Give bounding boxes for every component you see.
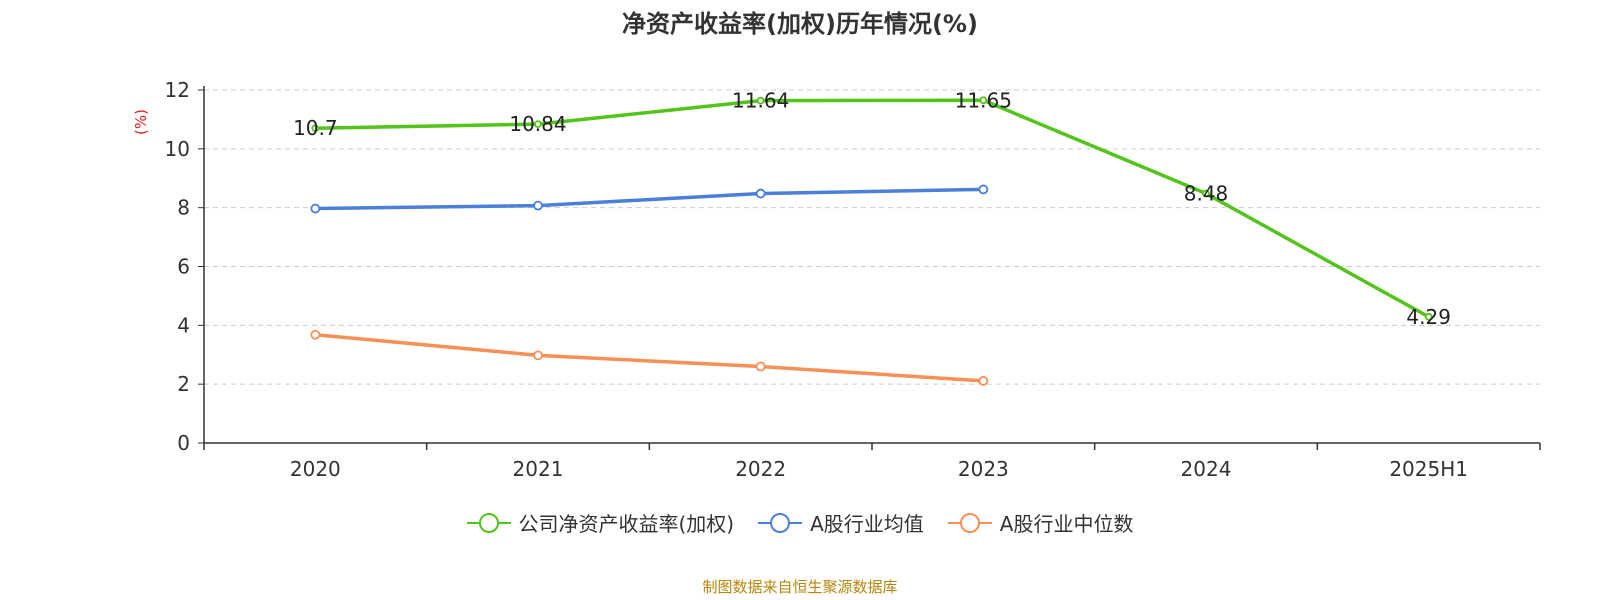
data-label: 10.7 (293, 116, 338, 140)
data-point (533, 350, 543, 361)
data-label: 11.65 (955, 88, 1012, 112)
series-line-2 (315, 333, 984, 383)
series-line-0 (315, 98, 1430, 319)
data-point (533, 200, 543, 211)
green-line-circle-icon (466, 512, 511, 533)
data-point (978, 184, 989, 195)
data-point (755, 361, 766, 372)
grid-layer (204, 89, 1540, 385)
x-tick-label: 2022 (735, 457, 786, 481)
x-tick-label: 2021 (513, 457, 564, 481)
data-point (534, 120, 542, 129)
x-tick-label: 2023 (958, 457, 1009, 481)
data-label: 4.29 (1406, 305, 1451, 329)
legend-label: A股行业中位数 (999, 512, 1134, 536)
data-label: 10.84 (509, 112, 566, 136)
data-label-layer: 10.7 10.84 11.64 11.65 8.48 4.29 (293, 88, 1451, 329)
x-tick-label: 2025H1 (1389, 457, 1468, 481)
y-tick-label: 8 (177, 196, 190, 220)
legend-item-industry-mean[interactable]: A股行业均值 (758, 508, 924, 537)
y-tick-label: 2 (177, 372, 190, 396)
source-note: 制图数据来自恒生聚源数据库 (702, 578, 898, 596)
data-label: 8.48 (1184, 182, 1229, 206)
x-tick-label: 2024 (1181, 457, 1232, 481)
axis-layer: 0 2 4 6 8 10 12 2020 2021 2022 2023 2024 2025H1 (165, 78, 1541, 481)
data-point (979, 96, 988, 105)
data-point (755, 188, 766, 199)
data-label: 11.64 (732, 89, 789, 113)
y-tick-label: 6 (177, 255, 190, 279)
orange-line-circle-icon (947, 512, 992, 533)
legend-item-company-roe[interactable]: 公司净资产收益率(加权) (466, 508, 735, 537)
data-point (310, 203, 321, 214)
data-point (310, 329, 321, 340)
y-tick-label: 12 (165, 78, 190, 102)
y-tick-label: 4 (177, 313, 190, 337)
data-point (1424, 312, 1433, 321)
legend-label: A股行业均值 (810, 512, 924, 536)
legend-item-industry-median[interactable]: A股行业中位数 (947, 508, 1134, 537)
y-axis-label: (%) (132, 109, 150, 135)
y-tick-label: 10 (165, 137, 190, 161)
chart-title: 净资产收益率(加权)历年情况(%) (622, 10, 978, 38)
data-point (1202, 189, 1210, 198)
x-tick-label: 2020 (290, 457, 341, 481)
legend-label: 公司净资产收益率(加权) (518, 512, 735, 536)
data-point (978, 376, 989, 386)
data-point (311, 124, 320, 133)
data-point (756, 96, 765, 105)
series-layer (310, 96, 1433, 386)
chart-legend: 公司净资产收益率(加权) A股行业均值 A股行业中位数 (0, 508, 1600, 537)
series-line-1 (315, 187, 984, 211)
blue-line-circle-icon (758, 512, 803, 533)
y-tick-label: 0 (177, 431, 190, 455)
